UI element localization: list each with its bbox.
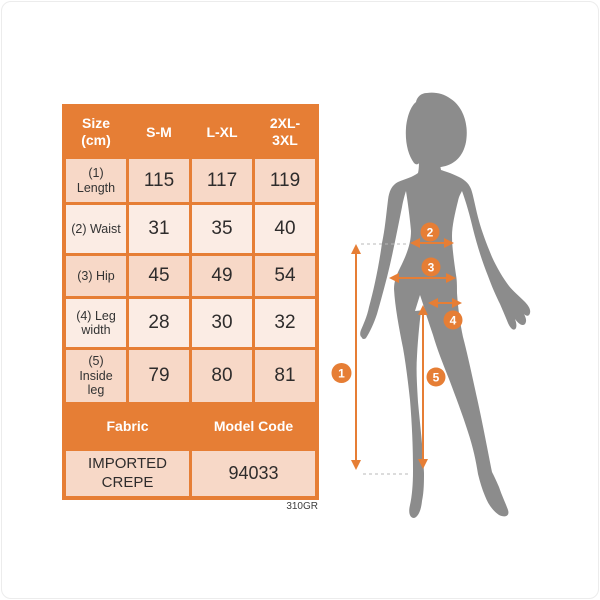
measure-marker-4: 4 xyxy=(443,310,463,330)
value-hip-2xl3xl: 54 xyxy=(255,256,315,296)
value-inside-leg-2xl3xl: 81 xyxy=(255,350,315,402)
value-length-lxl: 117 xyxy=(192,159,252,202)
value-waist-sm: 31 xyxy=(129,205,189,253)
value-waist-2xl3xl: 40 xyxy=(255,205,315,253)
row-label-leg-width: (4) Leg width xyxy=(66,299,126,347)
fabric-value: IMPORTED CREPE xyxy=(66,451,189,496)
marker-2-label: 2 xyxy=(427,226,434,240)
col-header-size-cm: Size (cm) xyxy=(66,108,126,156)
row-label-waist: (2) Waist xyxy=(66,205,126,253)
fabric-header: Fabric xyxy=(66,405,189,448)
row-label-length: (1) Length xyxy=(66,159,126,202)
value-hip-sm: 45 xyxy=(129,256,189,296)
row-label-hip: (3) Hip xyxy=(66,256,126,296)
marker-5-label: 5 xyxy=(433,371,440,385)
marker-3-label: 3 xyxy=(428,261,435,275)
measure-marker-1: 1 xyxy=(331,363,352,383)
measure-marker-2: 2 xyxy=(420,222,440,242)
value-leg-width-2xl3xl: 32 xyxy=(255,299,315,347)
measure-marker-3: 3 xyxy=(421,257,441,277)
marker-4-label: 4 xyxy=(450,314,457,328)
col-header-2xl-3xl: 2XL- 3XL xyxy=(255,108,315,156)
value-length-sm: 115 xyxy=(129,159,189,202)
value-hip-lxl: 49 xyxy=(192,256,252,296)
model-code-header: Model Code xyxy=(192,405,315,448)
model-code-value: 94033 xyxy=(192,451,315,496)
value-waist-lxl: 35 xyxy=(192,205,252,253)
silhouette-head xyxy=(405,92,467,168)
value-leg-width-lxl: 30 xyxy=(192,299,252,347)
measure-marker-5: 5 xyxy=(426,367,446,387)
col-header-l-xl: L-XL xyxy=(192,108,252,156)
col-header-s-m: S-M xyxy=(129,108,189,156)
marker-1-label: 1 xyxy=(338,367,345,381)
row-label-inside-leg: (5) Inside leg xyxy=(66,350,126,402)
value-inside-leg-sm: 79 xyxy=(129,350,189,402)
woman-silhouette xyxy=(360,157,531,518)
size-guide-figure: 1 2 3 4 5 xyxy=(331,92,531,518)
value-leg-width-sm: 28 xyxy=(129,299,189,347)
value-inside-leg-lxl: 80 xyxy=(192,350,252,402)
weight-note: 310GR xyxy=(286,501,318,512)
value-length-2xl3xl: 119 xyxy=(255,159,315,202)
size-chart-table: Size (cm) S-M L-XL 2XL- 3XL (1) Length 1… xyxy=(62,104,319,500)
